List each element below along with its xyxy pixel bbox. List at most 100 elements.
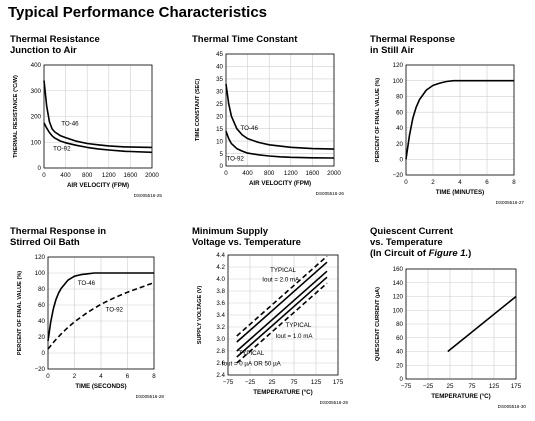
y-tick-label: 100 bbox=[35, 270, 46, 277]
x-axis-label: TIME (MINUTES) bbox=[436, 189, 484, 196]
y-tick-label: 4.4 bbox=[216, 252, 225, 259]
y-tick-label: 100 bbox=[393, 78, 404, 85]
chart-panel-min-supply-voltage: Minimum Supply Voltage vs. Temperature −… bbox=[190, 226, 360, 416]
y-tick-label: 400 bbox=[31, 62, 42, 69]
x-tick-label: 8 bbox=[152, 373, 156, 380]
x-tick-label: 1600 bbox=[124, 172, 138, 179]
chart-title-line: Quiescent Current bbox=[370, 226, 453, 237]
series-annotation: Iout = 1.0 mA bbox=[276, 333, 314, 340]
series-line bbox=[405, 79, 514, 160]
y-tick-label: 80 bbox=[396, 321, 403, 328]
chart-title: Thermal Response in Still Air bbox=[370, 34, 455, 56]
y-tick-label: 2.4 bbox=[216, 372, 225, 379]
x-axis-label: TIME (SECONDS) bbox=[75, 383, 126, 390]
series-annotation: TYPICAL bbox=[238, 350, 264, 357]
series-line bbox=[43, 122, 153, 154]
x-tick-label: 6 bbox=[126, 373, 130, 380]
x-tick-label: 800 bbox=[82, 172, 93, 179]
series-line bbox=[47, 281, 155, 350]
chart-svg: −75 −25 25 75 125 175 0 20 40 60 80 100 120 140 160 TEM… bbox=[375, 266, 526, 409]
y-tick-label: 140 bbox=[393, 280, 404, 287]
y-tick-label: 0 bbox=[400, 376, 404, 383]
figure-code: DS005516-25 bbox=[134, 193, 163, 198]
y-tick-label: 100 bbox=[31, 139, 42, 146]
chart-title-line: Thermal Response in bbox=[10, 226, 107, 237]
y-axis-label: TIME CONSTANT (SEC) bbox=[195, 79, 201, 141]
chart-svg: 0 400 800 1200 1600 2000 0 100 200 300 400 AIR VELO… bbox=[13, 62, 163, 198]
y-tick-label: 100 bbox=[393, 307, 404, 314]
series-annotation: TYPICAL bbox=[270, 267, 296, 274]
chart-panel-thermal-response-still-air: Thermal Response in Still Air 0 2 4 6 8 −20 0 2… bbox=[362, 34, 532, 214]
x-tick-label: 125 bbox=[311, 379, 322, 386]
chart-title: Minimum Supply Voltage vs. Temperature bbox=[192, 226, 301, 248]
x-tick-label: 6 bbox=[485, 179, 489, 186]
plot-frame bbox=[405, 64, 515, 176]
y-axis-label: QUIESCENT CURRENT (µA) bbox=[375, 287, 381, 361]
series-line bbox=[236, 276, 328, 358]
x-tick-label: 2 bbox=[73, 373, 77, 380]
chart-panel-thermal-response-oil-bath: Thermal Response in Stirred Oil Bath 0 2 4… bbox=[8, 226, 178, 416]
series-annotation: Iout = 2.0 mA bbox=[262, 276, 300, 283]
figure-code: DS005516-28 bbox=[136, 394, 165, 399]
x-tick-label: 4 bbox=[99, 373, 103, 380]
y-tick-label: 25 bbox=[216, 101, 223, 108]
chart-title: Thermal Time Constant bbox=[192, 34, 297, 45]
series-annotation: TO-46 bbox=[241, 125, 259, 132]
x-tick-label: 400 bbox=[60, 172, 71, 179]
y-tick-label: 20 bbox=[396, 141, 403, 148]
figure-code: DS005516-27 bbox=[496, 200, 525, 205]
y-tick-label: 40 bbox=[396, 349, 403, 356]
chart-svg: −75 −25 25 75 125 175 2.4 2.6 2.8 3.0 3.2 3.4 3.6 3.8… bbox=[197, 252, 349, 405]
x-axis-label: AIR VELOCITY (FPM) bbox=[67, 182, 129, 189]
y-tick-label: 20 bbox=[396, 362, 403, 369]
series-line bbox=[447, 295, 517, 353]
y-tick-label: 60 bbox=[396, 109, 403, 116]
series-annotation: Iout = 0 µA OR 50 µA bbox=[222, 360, 282, 367]
chart-panel-thermal-time-constant: Thermal Time Constant 0 400 800 1200 1600 200… bbox=[190, 34, 360, 214]
x-tick-label: 175 bbox=[333, 379, 344, 386]
y-tick-label: 80 bbox=[38, 286, 45, 293]
chart-title: Thermal Resistance Junction to Air bbox=[10, 34, 100, 56]
series-line bbox=[236, 261, 328, 343]
x-tick-label: 25 bbox=[447, 383, 454, 390]
y-tick-label: 0 bbox=[400, 156, 404, 163]
y-tick-label: 120 bbox=[393, 294, 404, 301]
y-tick-label: 3.4 bbox=[216, 312, 225, 319]
chart-title-line: Thermal Time Constant bbox=[192, 34, 298, 45]
x-tick-label: 175 bbox=[511, 383, 522, 390]
figure-code: DS005516-26 bbox=[316, 191, 345, 196]
y-tick-label: −20 bbox=[393, 172, 404, 179]
y-tick-label: 3.8 bbox=[216, 288, 225, 295]
y-tick-label: 60 bbox=[396, 335, 403, 342]
y-axis-label: PERCENT OF FINAL VALUE (%) bbox=[375, 78, 381, 162]
chart-title-line: Thermal Resistance bbox=[10, 34, 100, 45]
series-line bbox=[236, 270, 328, 352]
y-tick-label: 2.8 bbox=[216, 348, 225, 355]
series-annotation: TO-92 bbox=[53, 145, 71, 152]
series-line bbox=[225, 83, 335, 150]
plot-frame bbox=[43, 64, 153, 169]
y-axis-label: THERMAL RESISTANCE (°C/W) bbox=[13, 75, 19, 158]
chart-title-line: Stirred Oil Bath bbox=[10, 237, 80, 248]
y-tick-label: 0 bbox=[38, 165, 42, 172]
chart-panel-thermal-resistance: Thermal Resistance Junction to Air 0 400 8… bbox=[8, 34, 178, 214]
figure-code: DS005516-29 bbox=[320, 400, 349, 405]
chart-title-line: (In Circuit of Figure 1.) bbox=[370, 248, 472, 259]
y-tick-label: 60 bbox=[38, 302, 45, 309]
x-tick-label: 125 bbox=[489, 383, 500, 390]
chart-title-line: in Still Air bbox=[370, 45, 414, 56]
x-tick-label: 400 bbox=[242, 170, 253, 177]
x-axis-label: AIR VELOCITY (FPM) bbox=[249, 180, 311, 187]
y-tick-label: 120 bbox=[393, 62, 404, 69]
chart-svg: 0 400 800 1200 1600 2000 0 5 10 15 20 25 30 35 40 45 AIR… bbox=[195, 51, 345, 196]
x-tick-label: 0 bbox=[404, 179, 408, 186]
series-annotation: TO-92 bbox=[106, 306, 124, 313]
series-line bbox=[43, 80, 153, 149]
chart-title-line: Thermal Response bbox=[370, 34, 455, 45]
x-tick-label: 2 bbox=[431, 179, 435, 186]
x-axis-label: TEMPERATURE (°C) bbox=[431, 393, 490, 400]
series-line bbox=[225, 130, 335, 159]
x-tick-label: −75 bbox=[223, 379, 234, 386]
